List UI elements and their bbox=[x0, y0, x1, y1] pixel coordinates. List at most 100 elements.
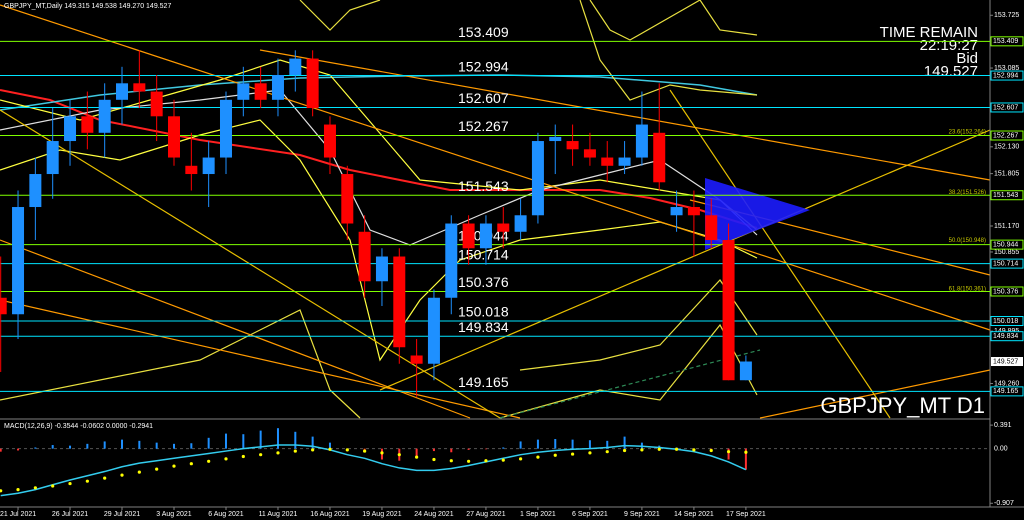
x-tick-label: 6 Aug 2021 bbox=[208, 511, 244, 518]
signal-dot bbox=[726, 450, 731, 454]
signal-dot bbox=[709, 448, 713, 453]
candle-body bbox=[46, 141, 59, 175]
x-tick-label: 26 Jul 2021 bbox=[52, 511, 88, 518]
candle-body bbox=[0, 297, 7, 315]
level-tag-label: 149.834 bbox=[993, 333, 1018, 340]
signal-dot bbox=[33, 486, 37, 490]
macd-bar bbox=[155, 442, 158, 449]
y-tick-label: 150.855 bbox=[994, 249, 1019, 256]
candle-body bbox=[601, 157, 614, 166]
signal-dot bbox=[189, 462, 193, 466]
x-tick-label: 21 Jul 2021 bbox=[0, 511, 36, 518]
level-tag bbox=[990, 386, 1024, 397]
trend-line bbox=[379, 129, 991, 391]
macd-bar bbox=[138, 440, 141, 449]
bid-tag-label: 149.527 bbox=[993, 358, 1018, 365]
x-tick-label: 24 Aug 2021 bbox=[414, 511, 453, 518]
signal-dot bbox=[207, 459, 211, 463]
level-tag bbox=[990, 130, 1024, 141]
signal-dot bbox=[640, 448, 644, 452]
x-tick-label: 27 Aug 2021 bbox=[466, 511, 505, 518]
macd-bar bbox=[190, 443, 193, 449]
signal-dot bbox=[380, 451, 384, 455]
signal-dot bbox=[68, 481, 72, 486]
signal-dot bbox=[622, 448, 627, 453]
macd-bar bbox=[744, 448, 747, 470]
candle-body bbox=[687, 207, 700, 216]
triangle bbox=[705, 178, 810, 250]
level-tag bbox=[990, 102, 1024, 113]
envelope bbox=[579, 0, 758, 101]
signal-dot bbox=[744, 450, 748, 454]
level-tag-label: 153.409 bbox=[993, 38, 1018, 45]
candle-body bbox=[462, 223, 475, 249]
signal-dot bbox=[137, 470, 141, 474]
signal-dot bbox=[103, 476, 107, 480]
signal-dot bbox=[501, 458, 505, 462]
level-label: 150.714 bbox=[458, 246, 509, 262]
level-tag-label: 150.714 bbox=[993, 260, 1018, 267]
candle-body bbox=[739, 361, 752, 381]
macd-bar bbox=[467, 448, 470, 450]
signal-dot bbox=[449, 459, 453, 463]
macd-bar bbox=[294, 431, 297, 449]
x-tick-label: 16 Aug 2021 bbox=[310, 511, 349, 518]
signal-dot bbox=[415, 455, 419, 459]
bid-tag bbox=[991, 357, 1023, 367]
y-tick-label: 0.391 bbox=[994, 422, 1012, 429]
signal-dot bbox=[85, 479, 89, 483]
signal-dot bbox=[345, 448, 349, 452]
y-tick-label: 149.260 bbox=[994, 380, 1019, 387]
macd-bar bbox=[623, 436, 626, 449]
signal-dot bbox=[276, 451, 280, 455]
fib-label: 38.2(151.526) bbox=[949, 190, 986, 196]
macd-title: MACD(12,26,9) -0.3544 -0.0602 0.0000 -0.… bbox=[4, 423, 153, 430]
candle-body bbox=[306, 58, 319, 109]
level-label: 151.543 bbox=[458, 178, 509, 194]
macd-line bbox=[0, 444, 747, 497]
candle-body bbox=[358, 231, 371, 282]
bid: 149.527 bbox=[924, 63, 978, 80]
signal-dot bbox=[570, 452, 575, 456]
symbol: GBPJPY_MT D1 bbox=[820, 393, 985, 418]
x-tick-label: 29 Jul 2021 bbox=[104, 511, 140, 518]
candle-body bbox=[202, 157, 215, 175]
level-tag-label: 150.944 bbox=[993, 241, 1018, 248]
signal-dot bbox=[657, 447, 661, 451]
level-tag-label: 150.376 bbox=[993, 288, 1018, 295]
signal-dot bbox=[363, 449, 367, 453]
signal-dot bbox=[16, 488, 20, 492]
macd-bar bbox=[571, 439, 574, 449]
signal-dot bbox=[484, 459, 488, 463]
signal-dot bbox=[605, 450, 609, 454]
macd-bar bbox=[554, 439, 557, 449]
y-tick-label: 152.130 bbox=[994, 144, 1019, 151]
x-tick-label: 17 Sep 2021 bbox=[726, 511, 766, 518]
macd-bar bbox=[536, 439, 539, 449]
bollinger-band bbox=[0, 59, 758, 231]
candle-body bbox=[237, 83, 250, 100]
signal-dot bbox=[432, 457, 436, 462]
signal-dot bbox=[241, 454, 245, 459]
macd-bar bbox=[415, 448, 418, 456]
macd-bar bbox=[86, 443, 89, 449]
macd-bar bbox=[450, 448, 453, 453]
signal-dot bbox=[259, 453, 263, 457]
level-tag bbox=[990, 316, 1024, 327]
level-tag-label: 150.018 bbox=[993, 318, 1018, 325]
fib-label: 50.0(150.948) bbox=[949, 238, 986, 244]
level-tag bbox=[990, 331, 1024, 342]
macd-bar bbox=[328, 442, 331, 449]
candle-body bbox=[116, 83, 129, 100]
candle-body bbox=[583, 149, 596, 158]
macd-bar bbox=[103, 441, 106, 449]
candle-body bbox=[271, 75, 284, 100]
level-tag bbox=[990, 258, 1024, 269]
candle-body bbox=[427, 297, 440, 364]
level-tag bbox=[990, 190, 1024, 201]
y-tick-label: 0.00 bbox=[994, 446, 1008, 453]
candle-body bbox=[531, 141, 544, 216]
candle-body bbox=[98, 99, 111, 133]
signal-dot bbox=[293, 449, 297, 453]
